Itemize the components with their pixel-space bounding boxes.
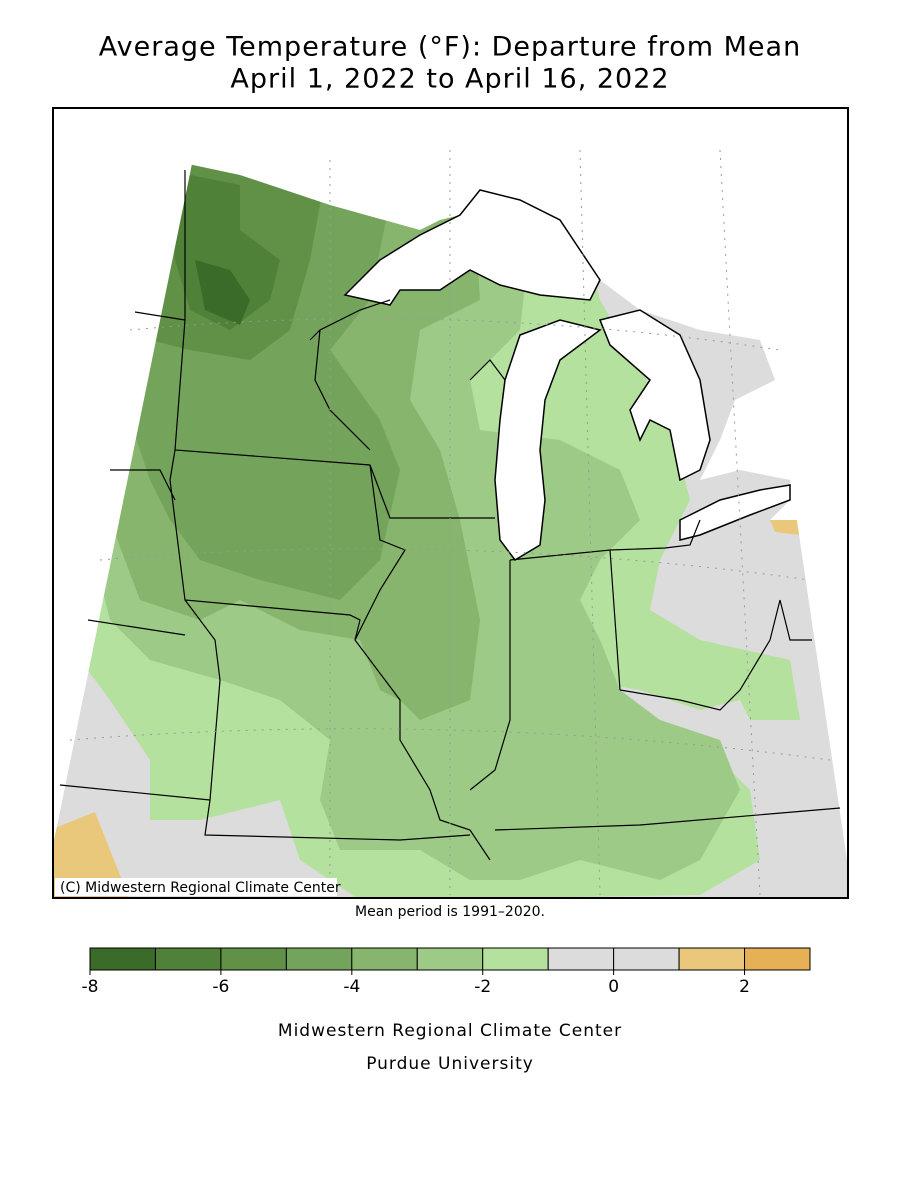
legend-swatch <box>547 947 615 971</box>
legend-tick-label: -8 <box>82 977 99 997</box>
zone-tan <box>53 812 130 898</box>
zone-green-8 <box>195 260 250 325</box>
zone-green-7 <box>165 170 280 330</box>
map-frame <box>52 107 849 899</box>
legend-tick-label: -2 <box>474 977 491 997</box>
legend-swatch <box>482 947 549 971</box>
subtitle: April 1, 2022 to April 16, 2022 <box>230 64 669 95</box>
lake-superior <box>343 189 601 306</box>
legend-swatch <box>89 947 156 971</box>
legend-swatch <box>678 947 746 971</box>
lake-erie <box>679 484 791 541</box>
legend-swatch <box>351 947 418 971</box>
outside-west <box>53 108 204 846</box>
legend: -8 -6 -4 -2 0 2 <box>82 947 811 997</box>
lake-huron <box>598 309 711 482</box>
map: (C) Midwestern Regional Climate Center <box>52 107 849 899</box>
legend-swatch <box>613 947 680 971</box>
credit: (C) Midwestern Regional Climate Center <box>60 880 341 896</box>
legend-swatch <box>220 947 287 971</box>
legend-swatch <box>416 947 484 971</box>
legend-tick-label: 2 <box>739 977 750 997</box>
footer-line: Purdue University <box>366 1054 534 1074</box>
state-borders <box>59 170 841 861</box>
lake-michigan <box>494 319 602 561</box>
title: Average Temperature (°F): Departure from… <box>99 32 801 63</box>
legend-tick-label: -6 <box>212 977 229 997</box>
mean-note: Mean period is 1991–2020. <box>355 904 545 920</box>
canada <box>160 108 848 520</box>
credit-box <box>55 878 337 896</box>
legend-tick-label: -4 <box>343 977 360 997</box>
footer-line: Midwestern Regional Climate Center <box>278 1021 622 1041</box>
outside-east <box>736 108 848 867</box>
legend-swatch <box>285 947 353 971</box>
graticule <box>69 149 831 896</box>
legend-swatch <box>744 947 811 971</box>
legend-swatch <box>154 947 222 971</box>
legend-tick-label: 0 <box>608 977 619 997</box>
